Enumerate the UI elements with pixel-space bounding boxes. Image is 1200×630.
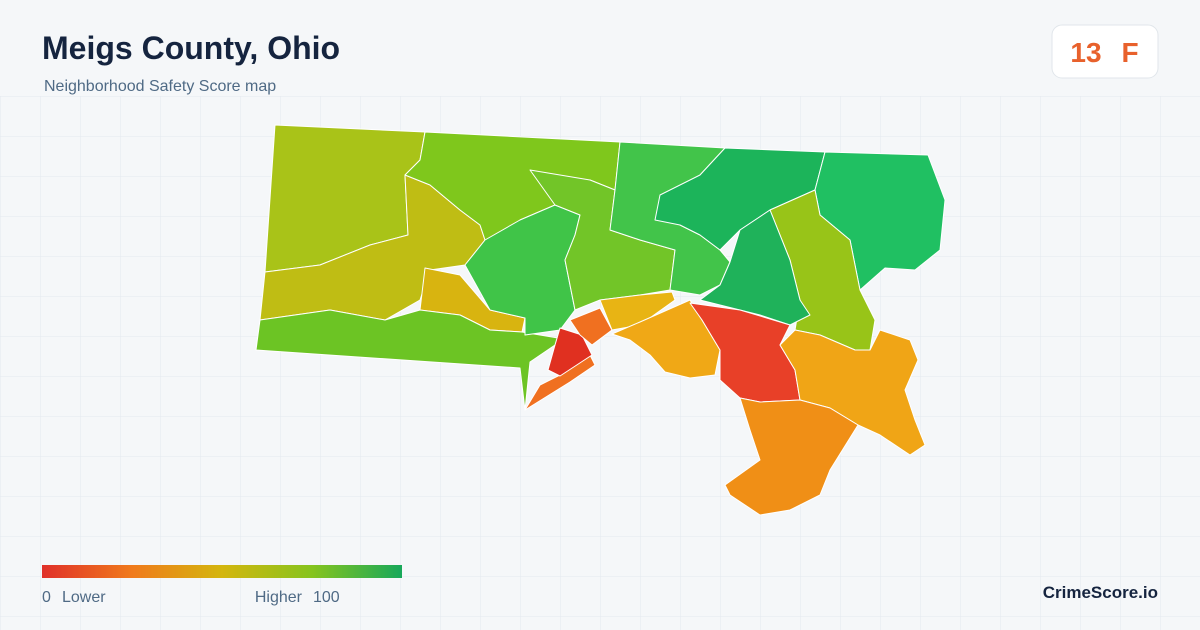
region (779, 329, 926, 456)
score-box (1051, 24, 1159, 79)
region (724, 397, 859, 516)
region (599, 291, 676, 331)
grade: F (1121, 37, 1138, 68)
legend-gradient (42, 565, 402, 578)
legend-max: 100 (313, 589, 340, 606)
title: Meigs County, Ohio (42, 30, 340, 66)
county-map (255, 124, 946, 516)
subtitle: Neighborhood Safety Score map (44, 78, 276, 95)
legend-max-label: Higher (255, 589, 303, 606)
score: 13 (1070, 37, 1101, 68)
region (569, 307, 613, 346)
legend-min-label: Lower (62, 589, 106, 606)
brand: CrimeScore.io (1043, 583, 1158, 602)
legend-min: 0 (42, 589, 51, 606)
region (255, 309, 559, 411)
